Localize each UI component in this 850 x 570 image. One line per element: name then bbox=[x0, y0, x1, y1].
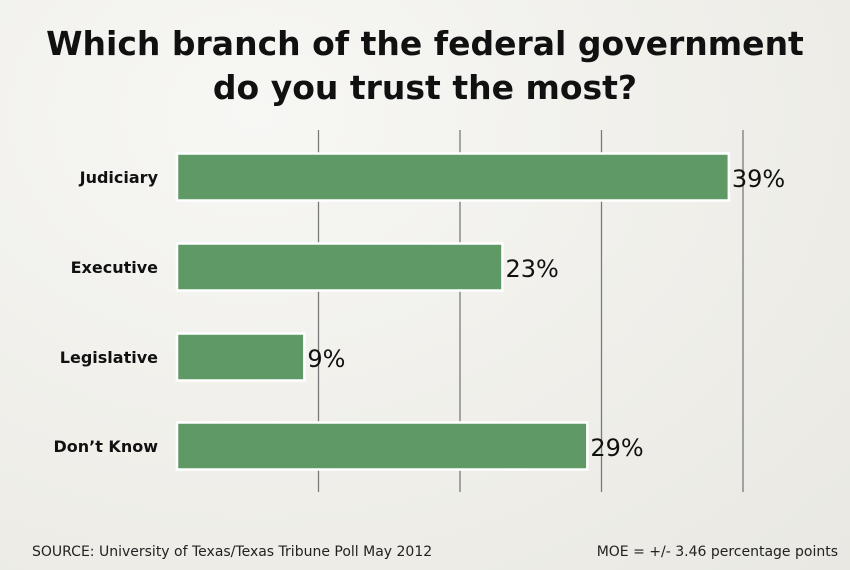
moe-note: MOE = +/- 3.46 percentage points bbox=[596, 544, 838, 560]
source-note: SOURCE: University of Texas/Texas Tribun… bbox=[32, 544, 433, 560]
category-label-4: Don’t Know bbox=[53, 437, 158, 456]
bar-3 bbox=[175, 332, 306, 382]
value-label-1: 39% bbox=[732, 165, 785, 193]
chart-title-line-1: Which branch of the federal government bbox=[46, 24, 804, 63]
category-label-1: Judiciary bbox=[79, 168, 159, 187]
chart-title-line-2: do you trust the most? bbox=[212, 68, 638, 107]
bar-2 bbox=[175, 242, 504, 292]
category-label-3: Legislative bbox=[60, 348, 158, 367]
bar-4 bbox=[175, 421, 589, 471]
bar-1 bbox=[175, 152, 731, 202]
chart-title: Which branch of the federal government d… bbox=[0, 22, 850, 110]
value-label-2: 23% bbox=[505, 255, 558, 283]
category-label-2: Executive bbox=[71, 258, 159, 277]
value-label-3: 9% bbox=[307, 345, 345, 373]
value-label-4: 29% bbox=[590, 434, 643, 462]
